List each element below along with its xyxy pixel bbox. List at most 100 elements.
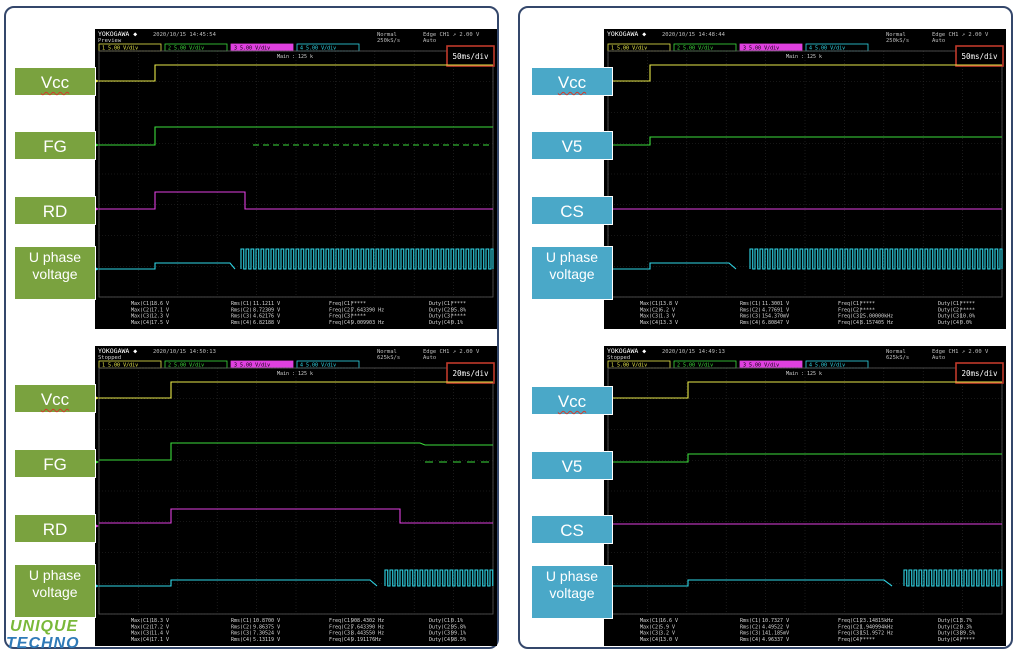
measure-r1-c2: 16.6 V xyxy=(660,618,678,624)
scope-status: Stopped xyxy=(607,355,630,361)
scope-grid-border xyxy=(607,367,1003,615)
scope-trig-mode: Normal xyxy=(377,349,397,355)
channel-marker-2 xyxy=(95,143,99,147)
measure-r4-c3: Rms(C4) xyxy=(231,637,252,643)
right-panel xyxy=(518,6,1013,649)
channel-scale-3: 3 5.00 V/div xyxy=(234,46,270,52)
measure-r4-c7: Duty(C4) xyxy=(938,320,962,326)
measure-r1-c1: Max(C1) xyxy=(640,618,661,624)
measure-r4-c4: 6.80847 V xyxy=(762,320,789,326)
trace-6 xyxy=(240,248,494,270)
measure-r1-c8: ***** xyxy=(451,301,466,307)
scope-grid-border xyxy=(607,50,1003,298)
measure-r1-c4: 10.7327 V xyxy=(762,618,789,624)
scope-trigger: Edge CH1 ↗ 2.00 V xyxy=(423,349,480,355)
label-bl-rd: RD xyxy=(14,514,96,543)
trace-4 xyxy=(99,508,493,524)
measure-r1-c1: Max(C1) xyxy=(131,618,152,624)
measure-r3-c4: 7.30524 V xyxy=(253,631,280,637)
measure-r3-c2: 1.3 V xyxy=(660,314,675,320)
measure-r2-c4: 4.77691 V xyxy=(762,307,789,313)
trace-4 xyxy=(608,262,737,270)
label-tl-fg: FG xyxy=(14,131,96,160)
trace-5 xyxy=(99,262,236,270)
scope-date: 2020/10/15 14:45:54 xyxy=(153,32,217,38)
trace-5 xyxy=(749,248,1003,270)
scope-trig-sub: Auto xyxy=(423,38,436,44)
measure-r4-c2: 13.3 V xyxy=(660,320,678,326)
label-tl-u-phase: U phase voltage xyxy=(14,246,96,300)
measure-r2-c7: Duty(C2) xyxy=(429,307,453,313)
measure-r4-c6: 8.157405 Hz xyxy=(860,320,893,326)
channel-scale-2: 2 5.00 V/div xyxy=(677,363,713,369)
scope-main-label: Main : 125 k xyxy=(277,54,313,60)
measure-r4-c6: 9.009903 Hz xyxy=(351,320,384,326)
measure-r4-c1: Max(C4) xyxy=(640,320,661,326)
timebase-label: 50ms/div xyxy=(961,52,998,61)
scope-trig-sub: Auto xyxy=(932,355,945,361)
trace-1 xyxy=(99,381,493,399)
scope-trigger: Edge CH1 ↗ 2.00 V xyxy=(423,32,480,38)
measure-r4-c7: Duty(C4) xyxy=(429,320,453,326)
scope-main-label: Main : 125 k xyxy=(786,54,822,60)
channel-marker-1 xyxy=(95,79,99,83)
measure-r1-c1: Max(C1) xyxy=(640,301,661,307)
measure-r3-c2: 3.2 V xyxy=(660,631,675,637)
scope-screen-top-left: YOKOGAWA ◆ 2020/10/15 14:45:54 Preview Norm… xyxy=(95,29,497,329)
measure-r4-c4: 4.96337 V xyxy=(762,637,789,643)
label-br-cs: CS xyxy=(531,515,613,544)
measure-r1-c6: ***** xyxy=(860,301,875,307)
trace-2 xyxy=(99,442,493,461)
measure-r2-c6: ***** xyxy=(860,307,875,313)
measure-r2-c4: 4.49522 V xyxy=(762,624,789,630)
measure-r1-c4: 10.8700 V xyxy=(253,618,280,624)
measure-r3-c1: Max(C3) xyxy=(640,314,661,320)
scope-sample-rate: 250kS/s xyxy=(377,38,400,44)
measure-r1-c7: Duty(C1) xyxy=(429,618,453,624)
measure-r4-c8: ***** xyxy=(960,637,975,643)
logo-line2: TECHNO xyxy=(6,635,80,652)
measure-r3-c6: ***** xyxy=(351,314,366,320)
label-tr-u-phase: U phase voltage xyxy=(531,246,613,300)
measure-r3-c3: Rms(C3) xyxy=(231,631,252,637)
measure-r3-c6: 25.00000kHz xyxy=(860,314,893,320)
scope-main-label: Main : 125 k xyxy=(277,371,313,377)
measure-r1-c7: Duty(C1) xyxy=(938,618,962,624)
scope-brand: YOKOGAWA ◆ xyxy=(98,347,137,355)
measure-r1-c7: Duty(C1) xyxy=(938,301,962,307)
scope-trig-sub: Auto xyxy=(423,355,436,361)
measure-r1-c4: 11.3001 V xyxy=(762,301,789,307)
scope-trig-mode: Normal xyxy=(377,32,397,38)
scope-brand: YOKOGAWA ◆ xyxy=(98,30,137,38)
measure-r1-c3: Rms(C1) xyxy=(231,618,252,624)
measure-r3-c4: 154.370mV xyxy=(762,314,789,320)
unique-techno-logo: UNIQUE TECHNO xyxy=(6,618,126,654)
measure-r2-c1: Max(C2) xyxy=(640,307,661,313)
channel-marker-4 xyxy=(95,267,99,271)
channel-scale-1: 1 5.00 V/div xyxy=(611,363,647,369)
timebase-label: 20ms/div xyxy=(452,369,489,378)
scope-trig-mode: Normal xyxy=(886,349,906,355)
scope-trigger: Edge CH1 ↗ 2.00 V xyxy=(932,32,989,38)
channel-marker-1 xyxy=(95,396,99,400)
trace-4 xyxy=(608,579,893,587)
label-bl-fg: FG xyxy=(14,449,96,478)
measure-r4-c5: Freq(C4) xyxy=(838,637,862,643)
trace-1 xyxy=(99,64,493,82)
label-tr-cs: CS xyxy=(531,196,613,225)
measure-r2-c6: 7.643390 Hz xyxy=(351,307,384,313)
channel-scale-2: 2 5.00 V/div xyxy=(168,363,204,369)
measure-r3-c2: 11.4 V xyxy=(151,631,169,637)
measure-r2-c4: 8.72309 V xyxy=(253,307,280,313)
channel-marker-2 xyxy=(95,460,99,464)
scope-main-label: Main : 125 k xyxy=(786,371,822,377)
measure-r3-c3: Rms(C3) xyxy=(740,314,761,320)
measure-r3-c5: Freq(C3) xyxy=(329,631,353,637)
channel-scale-1: 1 5.00 V/div xyxy=(102,363,138,369)
measure-r4-c3: Rms(C4) xyxy=(740,637,761,643)
measure-r1-c5: Freq(C1) xyxy=(329,301,353,307)
measure-r4-c6: ***** xyxy=(860,637,875,643)
measure-r1-c2: 18.3 V xyxy=(151,618,169,624)
scope-brand: YOKOGAWA ◆ xyxy=(607,347,646,355)
timebase-label: 20ms/div xyxy=(961,369,998,378)
